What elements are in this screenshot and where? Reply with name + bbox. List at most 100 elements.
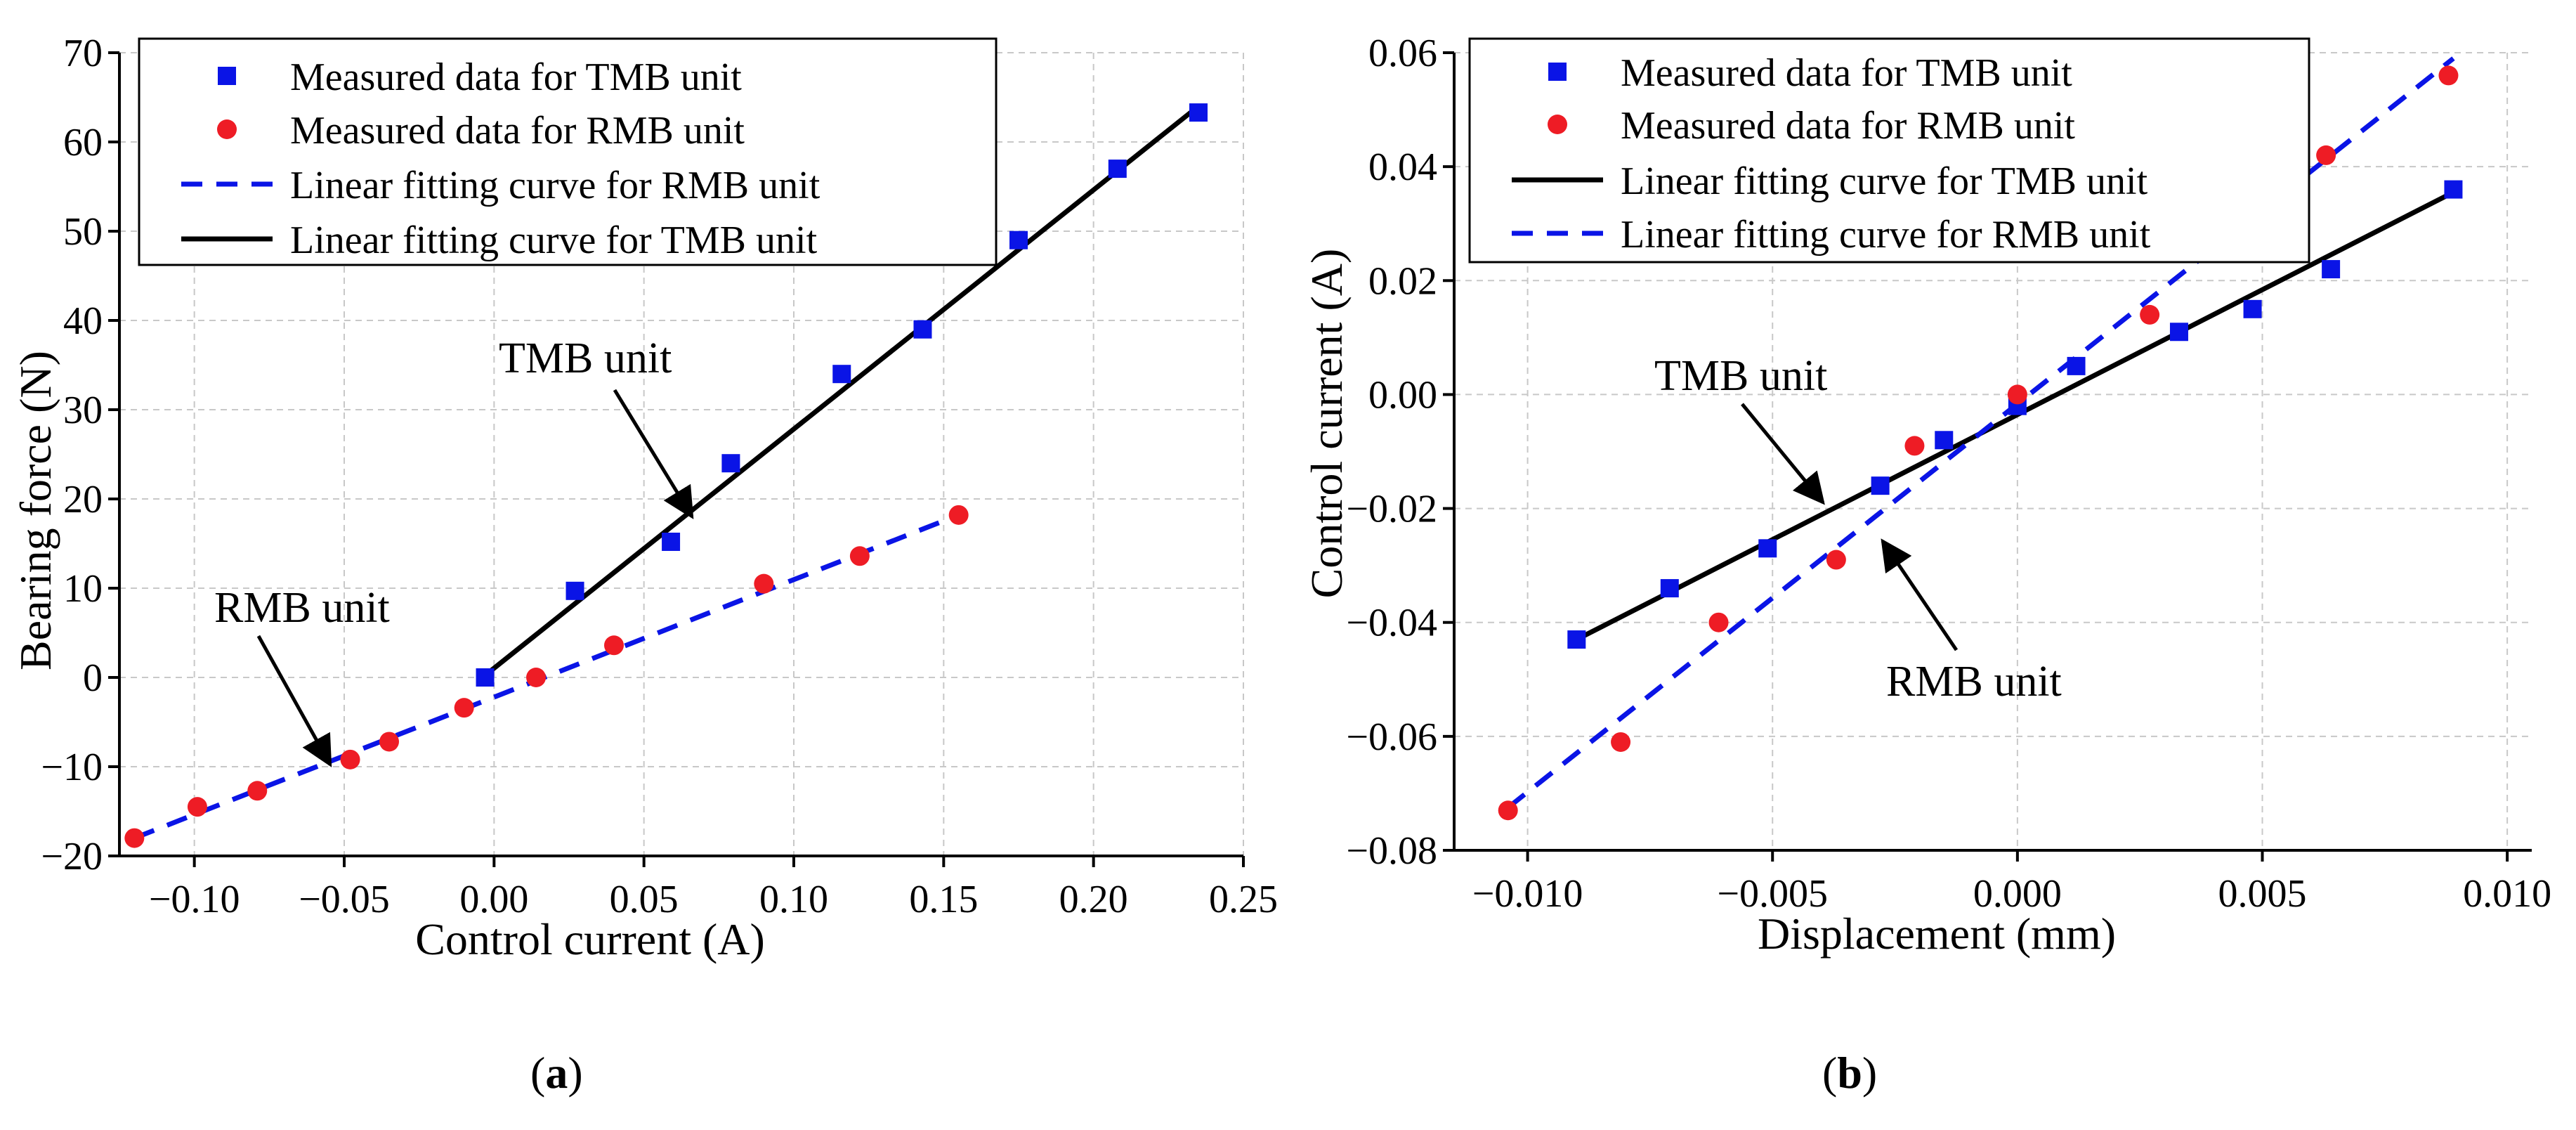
chart-b-data-point — [1935, 431, 1954, 450]
chart-control-current: −0.010 −0.005 0.000 0.005 0.010 −0.08 −0.06 −0.… — [1302, 32, 2551, 959]
chart-b-data-point — [1708, 612, 1729, 632]
chart-a-data-point — [454, 698, 474, 718]
chart-a-legend-marker — [218, 67, 236, 85]
chart-b-data-point — [1904, 436, 1925, 456]
chart-a-data-point — [913, 320, 932, 339]
chart-a-legend-label: Measured data for TMB unit — [290, 56, 742, 99]
chart-a-legend-label: Measured data for RMB unit — [290, 109, 745, 152]
chart-b-x-tick-label: 0.010 — [2463, 872, 2551, 916]
chart-a-annotation-label: TMB unit — [499, 335, 672, 382]
chart-b-legend-label: Linear fitting curve for RMB unit — [1621, 213, 2151, 256]
chart-a-annotation-label: RMB unit — [214, 584, 390, 632]
chart-a-data-point — [1009, 230, 1028, 249]
chart-b-y-tick-label: 0.02 — [1368, 259, 1437, 303]
chart-b-legend-box — [1468, 37, 2310, 264]
chart-b-data-point — [1567, 630, 1586, 649]
chart-b-y-tick-label: 0.00 — [1368, 373, 1437, 417]
chart-b-data-point — [2007, 384, 2027, 405]
chart-a-legend-label: Linear fitting curve for RMB unit — [290, 164, 820, 207]
chart-a-x-tick-label: 0.15 — [909, 878, 978, 921]
chart-b-data-point — [1758, 539, 1777, 558]
chart-b-data-point — [1498, 800, 1518, 821]
chart-a-y-tick-label: 20 — [63, 478, 103, 521]
panel-label-b-close: ) — [1862, 1048, 1878, 1098]
chart-a-legend-label: Linear fitting curve for TMB unit — [290, 219, 818, 262]
chart-bearing-force: −0.10 −0.05 0.00 0.05 0.10 0.15 0.20 0.25 −20 −10… — [11, 32, 1278, 964]
chart-b-data-point — [2438, 65, 2459, 86]
chart-a-series-line — [486, 104, 1201, 675]
chart-a-annotation-arrow — [613, 389, 694, 519]
chart-b-legend-marker — [1548, 115, 1567, 134]
chart-b-y-tick-label: 0.04 — [1368, 145, 1437, 189]
panel-label-a: (a) — [530, 1047, 583, 1099]
panel-label-a-close: ) — [568, 1048, 583, 1098]
chart-a-x-tick-label: 0.05 — [610, 878, 679, 921]
chart-b-data-point — [2316, 145, 2336, 165]
chart-a-y-tick-label: −10 — [41, 746, 103, 789]
chart-a-annotation-arrow — [256, 635, 332, 767]
chart-a-y-tick-label: −20 — [41, 835, 103, 878]
chart-b-data-point — [2444, 180, 2463, 199]
chart-b-series-line — [1575, 190, 2455, 642]
chart-a-data-point — [604, 635, 624, 656]
chart-b-data-point — [1611, 732, 1631, 752]
chart-a-data-point — [721, 454, 740, 473]
chart-a-data-point — [1108, 160, 1127, 178]
chart-b-y-tick-label: −0.06 — [1346, 715, 1437, 759]
chart-a-x-tick-label: 0.25 — [1209, 878, 1278, 921]
panel-label-b-open: ( — [1822, 1048, 1838, 1098]
chart-a-data-point — [832, 365, 851, 384]
chart-b-y-tick-label: 0.06 — [1368, 32, 1437, 75]
chart-a-data-point — [662, 532, 681, 551]
chart-a-y-tick-label: 50 — [63, 210, 103, 254]
chart-b-annotation-label: TMB unit — [1654, 352, 1827, 400]
chart-b-data-point — [1660, 579, 1679, 598]
chart-b-y-tick-label: −0.08 — [1346, 829, 1437, 873]
chart-b-legend-label: Measured data for TMB unit — [1621, 51, 2072, 95]
chart-a-data-point — [565, 581, 584, 600]
chart-b-x-tick-label: 0.005 — [2218, 872, 2307, 916]
chart-b-y-tick-label: −0.04 — [1346, 602, 1437, 645]
chart-b-annotation-label: RMB unit — [1886, 658, 2062, 706]
chart-b-series-line — [1506, 56, 2455, 810]
panel-label-b: (b) — [1822, 1047, 1877, 1099]
chart-a-data-point — [187, 797, 207, 817]
chart-b-x-axis-title: Displacement (mm) — [1758, 909, 2116, 959]
panel-label-b-letter: b — [1837, 1048, 1862, 1098]
panel-label-a-open: ( — [530, 1048, 546, 1098]
chart-a-y-tick-label: 40 — [63, 299, 103, 343]
chart-a-y-axis-title: Bearing force (N) — [11, 351, 60, 670]
chart-b-annotation-arrow — [1741, 403, 1825, 505]
chart-a-y-tick-label: 10 — [63, 567, 103, 611]
chart-b-data-point — [2067, 356, 2086, 375]
chart-a-series-line — [133, 512, 960, 840]
chart-a-x-tick-label: 0.10 — [759, 878, 828, 921]
chart-a-data-point — [526, 668, 547, 687]
chart-b-y-tick-label: −0.02 — [1346, 488, 1437, 531]
chart-b-x-tick-label: 0.000 — [1973, 872, 2062, 916]
chart-a-x-tick-label: 0.20 — [1059, 878, 1128, 921]
chart-b-x-tick-label: −0.010 — [1472, 872, 1583, 916]
chart-a-data-point — [849, 546, 870, 566]
chart-b-data-point — [2140, 304, 2160, 325]
chart-b-data-point — [2243, 299, 2262, 318]
chart-a-x-tick-label: −0.10 — [149, 878, 240, 921]
chart-b-data-point — [2169, 323, 2188, 342]
chart-a-y-tick-label: 60 — [63, 121, 103, 164]
chart-a-y-tick-label: 70 — [63, 32, 103, 75]
chart-b-legend-marker — [1548, 63, 1567, 81]
chart-a-data-point — [247, 781, 268, 801]
chart-b-legend-label: Measured data for RMB unit — [1621, 104, 2075, 148]
chart-a-y-tick-label: 0 — [83, 656, 103, 700]
chart-a-data-point — [340, 749, 360, 769]
chart-a-data-point — [124, 828, 145, 848]
chart-a-x-tick-label: −0.05 — [299, 878, 390, 921]
chart-a-data-point — [379, 732, 399, 752]
chart-b-legend-label: Linear fitting curve for TMB unit — [1621, 160, 2148, 203]
chart-a-data-point — [476, 668, 495, 687]
chart-b-data-point — [1871, 476, 1890, 495]
chart-b-x-tick-label: −0.005 — [1717, 872, 1828, 916]
chart-a-data-point — [1189, 103, 1208, 122]
chart-b-annotation-arrow — [1881, 538, 1959, 651]
